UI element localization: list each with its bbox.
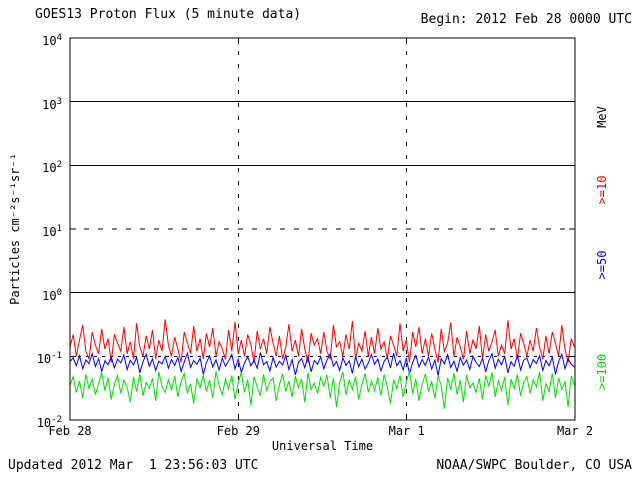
series-ge10: [69, 319, 575, 363]
updated-label: Updated 2012 Mar 1 23:56:03 UTC: [8, 458, 259, 473]
x-tick-label: Feb 29: [216, 424, 260, 438]
y-tick-label: 102: [42, 160, 62, 176]
source-label: NOAA/SWPC Boulder, CO USA: [436, 458, 632, 473]
y-tick-label: 103: [42, 96, 62, 112]
legend-ge100-label: >=100: [595, 353, 609, 391]
x-axis-title: Universal Time: [271, 439, 374, 453]
series-ge50: [69, 351, 575, 376]
series-ge100: [69, 371, 575, 409]
y-tick-label: 10-1: [36, 351, 62, 367]
x-tick-label: Mar 1: [388, 424, 425, 438]
mev-unit-label: MeV: [595, 106, 609, 128]
legend-ge50-label: >=50: [595, 250, 609, 280]
y-tick-label: 10-2: [36, 415, 62, 430]
legend-ge10-label: >=10: [595, 175, 609, 205]
y-tick-label: 100: [42, 287, 62, 303]
y-tick-label: 104: [42, 33, 62, 48]
begin-label: Begin: 2012 Feb 28 0000 UTC: [420, 12, 632, 27]
x-tick-label: Mar 2: [556, 424, 594, 438]
x-tick-label: Feb 28: [48, 424, 92, 438]
chart-title: GOES13 Proton Flux (5 minute data): [35, 7, 302, 22]
y-tick-label: 101: [42, 224, 62, 239]
